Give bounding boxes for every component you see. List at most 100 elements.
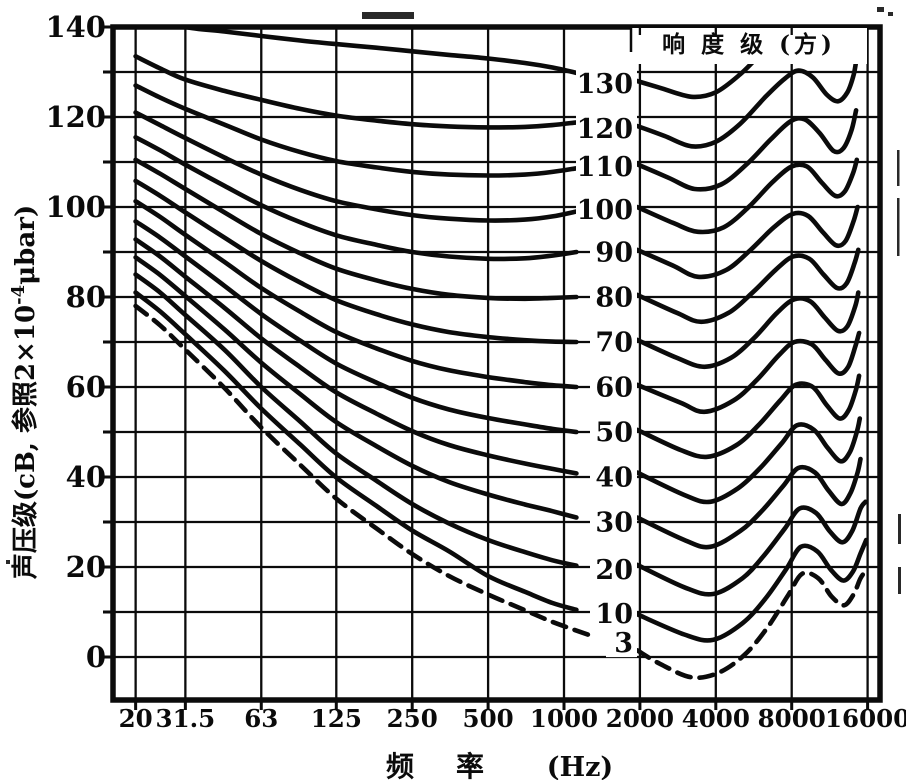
contour-50-phon-high-freq — [634, 373, 862, 460]
contour-label-30: 30 — [595, 508, 633, 539]
x-tick-label-125: 125 — [311, 704, 362, 733]
y-tick-label-120: 120 — [45, 100, 106, 134]
contour-label-20: 20 — [595, 555, 633, 586]
contour-label-100: 100 — [577, 195, 633, 226]
y-tick-label-40: 40 — [66, 460, 106, 494]
y-tick-label-100: 100 — [45, 190, 106, 224]
contour-label-40: 40 — [595, 463, 633, 494]
legend-plate — [631, 28, 867, 64]
y-tick-label-0: 0 — [86, 640, 106, 674]
contour-40-phon-low-freq — [133, 237, 579, 476]
x-tick-label-250: 250 — [387, 704, 438, 733]
contour-70-phon-high-freq — [634, 290, 861, 370]
contour-40-phon-high-freq — [634, 416, 863, 505]
y-axis-title-unit: μbar) — [11, 205, 41, 285]
scan-smudge — [898, 567, 901, 594]
x-tick-label-20: 20 — [119, 704, 153, 733]
x-axis-title-hanzi-1: 频 — [386, 750, 414, 780]
x-axis-title-unit: (Hz) — [547, 752, 613, 780]
scan-smudge — [897, 150, 900, 186]
y-tick-label-140: 140 — [45, 10, 106, 44]
contour-label-plate-10 — [590, 598, 637, 628]
plot-border — [110, 24, 883, 703]
scan-artifacts — [6, 7, 901, 594]
contour-100-phon-high-freq — [634, 157, 860, 235]
contour-60-phon-high-freq — [634, 330, 862, 415]
contour-label-plate-30 — [590, 507, 637, 537]
x-axis-labels: 20 31.5 63 125 250 500 1000 2000 4000 8000 16000 — [119, 704, 906, 733]
contour-label-70: 70 — [595, 328, 633, 359]
contour-30-phon-high-freq — [634, 456, 863, 550]
x-tick-label-4000: 4000 — [682, 704, 750, 733]
contour-label-plate-110 — [576, 152, 637, 181]
scan-smudge — [877, 7, 884, 12]
contour-70-phon-low-freq — [133, 178, 579, 345]
contour-label-3: 3 — [614, 628, 633, 659]
contour-label-90: 90 — [595, 238, 633, 269]
contour-120-phon-low-freq — [133, 54, 579, 130]
scan-smudge — [898, 514, 901, 544]
x-tick-label-1000: 1000 — [530, 704, 598, 733]
contour-20-phon-high-freq — [634, 499, 868, 597]
contour-labels: 130 120 110 100 90 80 70 60 50 40 30 20 103 — [576, 68, 637, 659]
x-tick-label-16000: 16000 — [825, 704, 906, 733]
contour-50-phon-low-freq — [133, 219, 579, 435]
y-axis-title-base: 声压级(cB, 参照2×10 — [10, 305, 41, 579]
y-axis-title-exponent: -4 — [8, 285, 29, 305]
contour-label-50: 50 — [595, 418, 633, 449]
contour-label-80: 80 — [595, 283, 633, 314]
scan-smudge — [897, 198, 900, 256]
contour-label-plate-130 — [576, 68, 637, 98]
contour-3-phon-low-freq — [133, 303, 595, 639]
contour-label-plate-60 — [590, 372, 637, 402]
contour-110-phon-low-freq — [133, 83, 579, 178]
x-axis-title: 频 率 (Hz) — [386, 750, 613, 783]
scan-smudge — [888, 12, 893, 16]
x-tick-label-8000: 8000 — [758, 704, 826, 733]
contour-120-phon-high-freq — [634, 54, 860, 149]
y-tick-label-80: 80 — [66, 280, 106, 314]
contour-label-plate-100 — [576, 194, 637, 224]
y-tick-label-20: 20 — [66, 550, 106, 584]
contour-label-plate-90 — [590, 237, 637, 267]
contour-80-phon-high-freq — [634, 247, 861, 325]
contour-label-plate-3 — [606, 628, 637, 658]
contour-60-phon-low-freq — [133, 198, 579, 390]
contour-label-plate-40 — [590, 462, 637, 492]
contour-label-plate-120 — [576, 113, 637, 143]
scan-smudge — [6, 560, 10, 564]
legend-title: 响 度 级 (方) — [662, 31, 836, 58]
contour-label-130: 130 — [577, 69, 633, 100]
contour-label-plate-70 — [590, 327, 637, 357]
y-axis-title: 声压级(cB, 参照2×10-4μbar) — [8, 205, 41, 579]
contour-10-phon-low-freq — [133, 290, 579, 613]
contour-3-phon-high-freq — [634, 567, 870, 681]
contour-label-plate-20 — [590, 554, 637, 584]
contour-label-110: 110 — [577, 152, 633, 183]
x-tick-label-31.5: 31.5 — [156, 704, 216, 733]
x-axis-title-hanzi-2: 率 — [456, 750, 484, 780]
y-tick-label-60: 60 — [66, 370, 106, 404]
contour-10-phon-high-freq — [634, 537, 869, 643]
axis-ticks — [103, 25, 870, 710]
x-tick-label-2000: 2000 — [606, 704, 674, 733]
contour-130-phon-low-freq — [176, 27, 579, 76]
contour-label-plate-80 — [590, 282, 637, 312]
contour-110-phon-high-freq — [634, 108, 859, 192]
x-tick-label-500: 500 — [463, 704, 514, 733]
contour-30-phon-low-freq — [133, 255, 579, 520]
contour-label-120: 120 — [577, 114, 633, 145]
contour-label-10: 10 — [595, 599, 633, 630]
y-axis-labels: 0 20 40 60 80 100 120 140 — [45, 10, 106, 674]
contour-90-phon-low-freq — [133, 135, 579, 262]
contour-90-phon-high-freq — [634, 204, 860, 280]
contour-label-plate-50 — [590, 417, 637, 447]
legend: 响 度 级 (方) — [629, 27, 867, 64]
contour-label-60: 60 — [595, 373, 633, 404]
contour-20-phon-low-freq — [133, 272, 579, 568]
contour-curves — [133, 27, 870, 681]
x-tick-label-63: 63 — [244, 704, 278, 733]
scan-smudge — [362, 12, 414, 19]
